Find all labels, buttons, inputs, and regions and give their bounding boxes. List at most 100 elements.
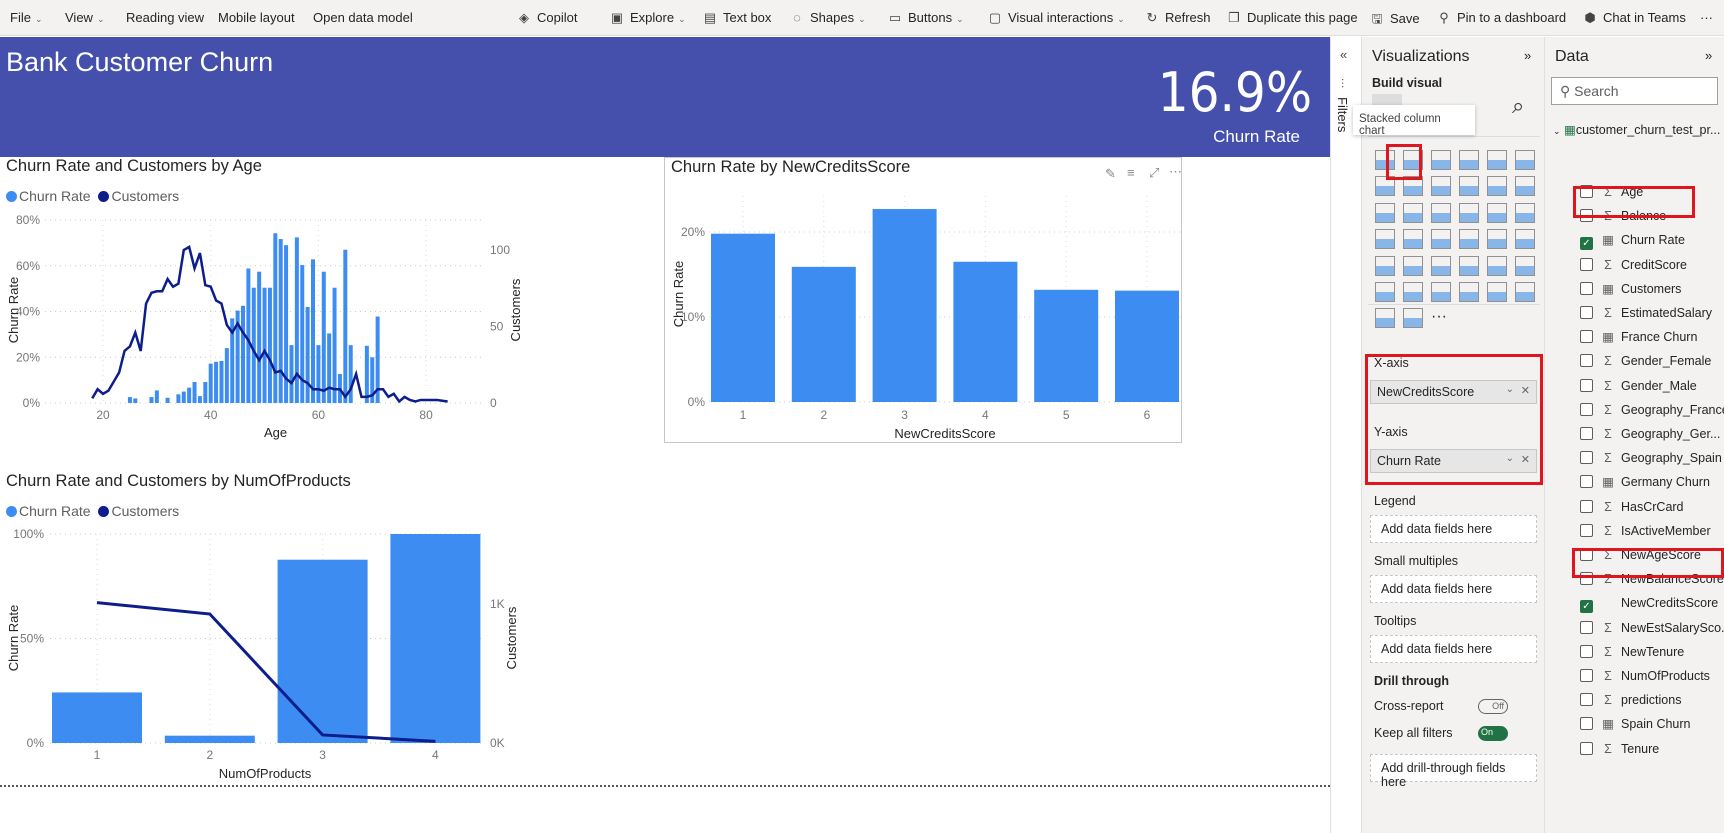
visual-type-icon[interactable]: [1487, 282, 1507, 302]
field-item[interactable]: Σ Gender_Male: [1580, 376, 1697, 396]
toolbar-duplicate-this-page[interactable]: ❐ Duplicate this page: [1227, 10, 1357, 26]
visual-type-icon[interactable]: [1375, 282, 1395, 302]
legend-churn[interactable]: Churn Rate: [19, 503, 91, 519]
toolbar-pin-to-a-dashboard[interactable]: ⚲ Pin to a dashboard: [1437, 10, 1566, 26]
field-item[interactable]: Σ NewAgeScore: [1580, 545, 1701, 565]
small-multiples-well[interactable]: Add data fields here: [1370, 575, 1537, 603]
checkbox[interactable]: [1580, 306, 1593, 319]
field-item[interactable]: ▦ Customers: [1580, 279, 1681, 299]
visual-type-icon[interactable]: [1403, 150, 1423, 170]
toolbar-file[interactable]: File ⌄: [10, 10, 43, 25]
checkbox[interactable]: [1580, 378, 1593, 392]
toolbar-chat-in-teams[interactable]: ⬢ Chat in Teams: [1583, 10, 1686, 26]
checkbox[interactable]: ✓: [1580, 237, 1593, 251]
legend-customers[interactable]: Customers: [111, 503, 180, 519]
toolbar-save[interactable]: 🖫 Save: [1370, 10, 1419, 32]
field-item[interactable]: Σ Geography_Spain: [1580, 448, 1722, 468]
cross-report-toggle[interactable]: Off: [1478, 699, 1508, 714]
visual-type-icon[interactable]: [1403, 202, 1423, 223]
visual-type-icon[interactable]: [1459, 150, 1479, 170]
checkbox[interactable]: [1580, 475, 1593, 489]
expand-icon[interactable]: »: [1705, 48, 1713, 63]
table-node[interactable]: ⌄ ▦customer_churn_test_pr...: [1553, 122, 1720, 137]
visual-type-icon[interactable]: [1431, 255, 1451, 276]
visual-type-icon[interactable]: [1375, 308, 1395, 329]
visual-type-icon[interactable]: [1487, 202, 1507, 223]
field-item[interactable]: ▦ France Churn: [1580, 327, 1697, 347]
legend-customers[interactable]: Customers: [111, 188, 180, 204]
visual-type-icon[interactable]: [1487, 255, 1507, 276]
visual-type-icon[interactable]: [1375, 255, 1395, 276]
collapse-icon[interactable]: «: [1340, 47, 1348, 62]
field-item[interactable]: Σ EstimatedSalary: [1580, 303, 1712, 323]
visual-type-icon[interactable]: [1431, 282, 1451, 302]
visual-type-icon[interactable]: [1459, 176, 1479, 197]
field-item[interactable]: Σ CreditScore: [1580, 255, 1687, 275]
checkbox[interactable]: ✓: [1580, 600, 1593, 614]
checkbox[interactable]: [1580, 499, 1593, 513]
visual-type-icon[interactable]: [1515, 255, 1535, 276]
field-item[interactable]: ▦ Spain Churn: [1580, 714, 1691, 734]
checkbox[interactable]: [1580, 669, 1593, 682]
field-item[interactable]: ▦ Germany Churn: [1580, 472, 1710, 492]
drill-through-well[interactable]: Add drill-through fields here: [1370, 754, 1537, 789]
visual-type-icon[interactable]: [1431, 202, 1451, 223]
more-options-icon[interactable]: ⋯: [1169, 164, 1182, 179]
toolbar-copilot[interactable]: ◈ Copilot: [517, 10, 577, 26]
x-axis-field[interactable]: NewCreditsScore ⌄ ✕: [1370, 380, 1537, 404]
toolbar-visual-interactions[interactable]: ▢ Visual interactions ⌄: [988, 10, 1125, 26]
chevron-down-icon[interactable]: ⌄: [1505, 384, 1514, 395]
visual-type-icon[interactable]: [1487, 229, 1507, 250]
expand-icon[interactable]: »: [1524, 48, 1532, 63]
products-combo-chart[interactable]: Churn Rate and Customers by NumOfProduct…: [0, 460, 670, 785]
visual-type-icon[interactable]: [1403, 308, 1423, 329]
visual-type-icon[interactable]: [1431, 176, 1451, 197]
chevron-down-icon[interactable]: ⌄: [1505, 453, 1514, 464]
tooltips-well[interactable]: Add data fields here: [1370, 635, 1537, 663]
visual-type-icon[interactable]: [1515, 202, 1535, 223]
field-item[interactable]: Σ NewTenure: [1580, 642, 1684, 662]
toolbar-explore[interactable]: ▣ Explore ⌄: [610, 10, 686, 26]
remove-icon[interactable]: ✕: [1520, 454, 1530, 466]
visual-type-icon[interactable]: [1487, 150, 1507, 170]
toolbar-buttons[interactable]: ▭ Buttons ⌄: [888, 10, 964, 26]
search-input[interactable]: ⚲ Search: [1551, 77, 1718, 105]
field-item[interactable]: Σ HasCrCard: [1580, 497, 1684, 517]
visual-type-icon[interactable]: [1459, 282, 1479, 302]
visual-type-icon[interactable]: [1403, 176, 1423, 197]
more-visuals-icon[interactable]: ···: [1431, 308, 1447, 326]
checkbox[interactable]: [1580, 330, 1593, 344]
visual-type-icon[interactable]: [1375, 176, 1395, 197]
field-item[interactable]: ✓ NewCreditsScore: [1580, 593, 1718, 614]
toolbar-open-data-model[interactable]: Open data model: [313, 10, 413, 25]
analytics-icon[interactable]: ⌕: [1512, 93, 1525, 118]
field-item[interactable]: Σ Geography_Ger...: [1580, 424, 1720, 444]
filters-pane-collapsed[interactable]: « ⫶ Filters: [1330, 37, 1362, 833]
field-item[interactable]: Σ NewEstSalarySco...: [1580, 618, 1724, 638]
visual-type-icon[interactable]: [1403, 229, 1423, 250]
visual-type-icon[interactable]: [1515, 150, 1535, 170]
visual-type-icon[interactable]: [1515, 282, 1535, 302]
visual-type-icon[interactable]: [1459, 229, 1479, 250]
keep-filters-toggle[interactable]: On: [1478, 726, 1508, 741]
legend-well[interactable]: Add data fields here: [1370, 515, 1537, 543]
checkbox[interactable]: [1580, 693, 1593, 707]
toolbar-reading-view[interactable]: Reading view: [126, 10, 204, 25]
visual-type-icon[interactable]: [1431, 229, 1451, 250]
field-item[interactable]: ✓ ▦ Churn Rate: [1580, 230, 1685, 251]
checkbox[interactable]: [1580, 523, 1593, 537]
focus-mode-icon[interactable]: ⤢: [1149, 165, 1160, 180]
field-item[interactable]: Σ Gender_Female: [1580, 351, 1711, 371]
toolbar-view[interactable]: View ⌄: [65, 10, 105, 25]
visual-type-icon[interactable]: [1515, 229, 1535, 250]
remove-icon[interactable]: ✕: [1520, 385, 1530, 397]
field-item[interactable]: Σ NumOfProducts: [1580, 666, 1710, 686]
checkbox[interactable]: [1580, 717, 1593, 731]
field-item[interactable]: Σ IsActiveMember: [1580, 521, 1711, 541]
visual-type-icon[interactable]: [1459, 202, 1479, 223]
visual-type-icon[interactable]: [1515, 176, 1535, 197]
visual-type-icon[interactable]: [1375, 202, 1395, 223]
filter-icon[interactable]: ≡: [1127, 165, 1135, 180]
toolbar-refresh[interactable]: ↻ Refresh: [1145, 10, 1211, 26]
